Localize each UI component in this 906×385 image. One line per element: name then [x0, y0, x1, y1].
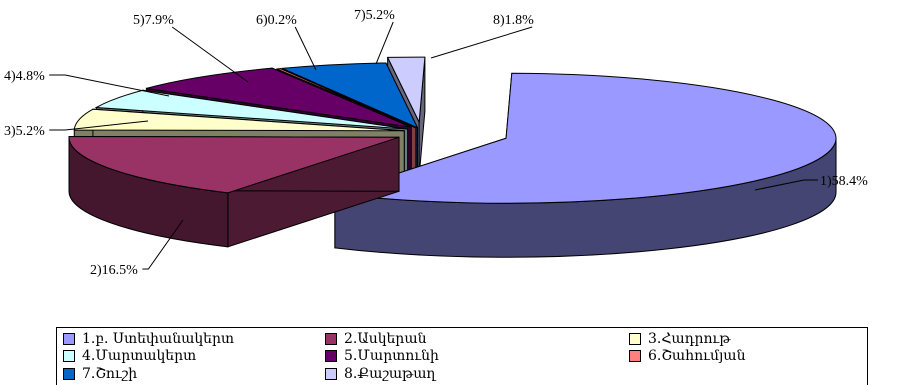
pie-slice-1 — [334, 72, 837, 258]
data-label-6: 6)0.2% — [256, 13, 297, 28]
legend-label-4: 4.Մարտակերտ — [82, 348, 197, 364]
legend-swatch-3 — [629, 333, 641, 345]
legend-item-7: 7.Շուշի — [63, 366, 137, 382]
data-labels-layer: 1)58.4% 2)16.5% 3)5.2% 4)4.8% 5)7.9% 6)0.2% 7)… — [4, 8, 868, 278]
pie-slice-1-top — [334, 72, 837, 204]
leader-line-4 — [49, 74, 170, 97]
data-label-4: 4)4.8% — [4, 69, 45, 84]
legend-item-2: 2.Ասկերան — [325, 331, 427, 347]
legend-label-1: 1.բ. Ստեփանակերտ — [82, 331, 234, 347]
legend-swatch-2 — [325, 333, 337, 345]
legend-swatch-4 — [63, 350, 75, 362]
leader-line-1 — [754, 179, 818, 191]
legend-swatch-1 — [63, 333, 75, 345]
pie-slice-2-top — [68, 136, 400, 194]
legend-label-6: 6.Շահումյան — [648, 348, 746, 364]
pie-slice-6-top — [276, 68, 417, 129]
pie-slice-7-top — [281, 62, 419, 129]
legend-label-3: 3.Հադրութ — [648, 331, 731, 347]
leader-line-5 — [171, 26, 249, 83]
pie-slice-8-top — [386, 56, 426, 124]
leader-line-8 — [430, 26, 533, 59]
legend-label-5: 5.Մարտունի — [344, 348, 439, 364]
leader-line-7 — [375, 21, 394, 65]
legend-label-7: 7.Շուշի — [82, 366, 138, 382]
data-label-3: 3)5.2% — [4, 124, 45, 139]
pie-layer — [68, 56, 837, 258]
pie-chart: 1)58.4% 2)16.5% 3)5.2% 4)4.8% 5)7.9% 6)0.2% 7)… — [4, 8, 868, 278]
legend-item-1: 1.բ. Ստեփանակերտ — [63, 331, 234, 347]
data-label-2: 2)16.5% — [90, 263, 138, 278]
data-label-5: 5)7.9% — [133, 13, 174, 28]
legend-item-6: 6.Շահումյան — [629, 348, 745, 364]
data-label-7: 7)5.2% — [354, 8, 395, 23]
legend-swatch-6 — [629, 350, 641, 362]
data-label-1: 1)58.4% — [820, 174, 868, 189]
data-label-8: 8)1.8% — [493, 13, 534, 28]
legend-swatch-8 — [325, 368, 337, 380]
leader-line-3 — [49, 120, 149, 131]
leader-line-2 — [142, 219, 184, 270]
pie-slice-5-top — [146, 67, 412, 128]
legend-label-8: 8.Քաշաթաղ — [344, 366, 436, 382]
legend-swatch-7 — [63, 368, 75, 380]
leader-line-6 — [294, 26, 317, 71]
legend-swatch-5 — [325, 350, 337, 362]
pie-slice-2 — [68, 136, 400, 248]
legend-item-4: 4.Մարտակերտ — [63, 348, 196, 364]
legend: 1.բ. Ստեփանակերտ 2.Ասկերան 3.Հադրութ 4.Մ… — [56, 327, 868, 385]
pie-slice-3-top — [73, 108, 405, 132]
legend-item-5: 5.Մարտունի — [325, 348, 439, 364]
legend-label-2: 2.Ասկերան — [344, 331, 427, 347]
legend-item-8: 8.Քաշաթաղ — [325, 366, 435, 382]
legend-item-3: 3.Հադրութ — [629, 331, 730, 347]
